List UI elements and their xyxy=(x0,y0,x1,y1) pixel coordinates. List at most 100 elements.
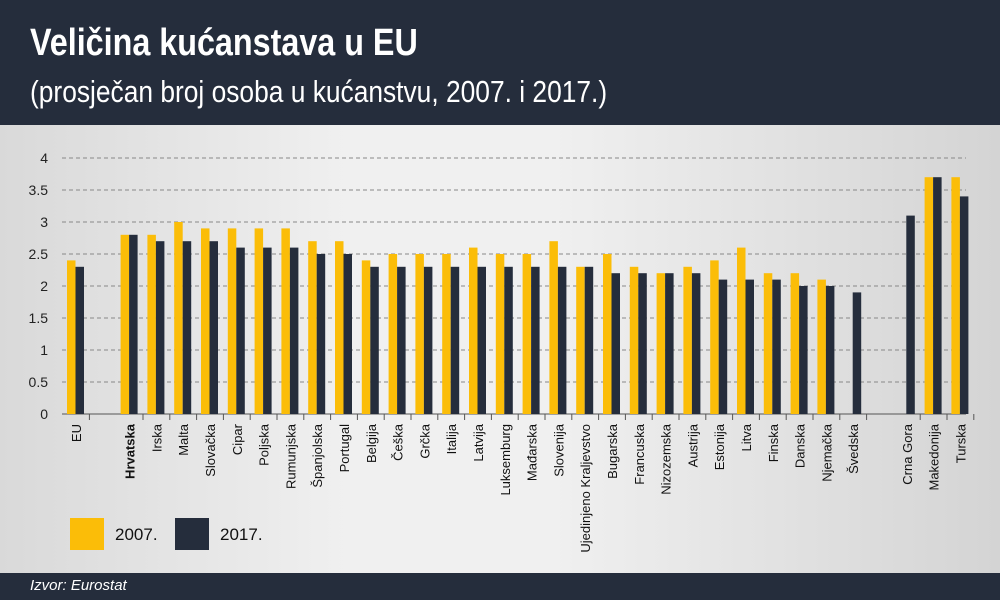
y-tick-label: 3.5 xyxy=(29,182,49,198)
bar-2007-cipar xyxy=(227,228,237,414)
bar-2007-danska xyxy=(790,273,800,414)
x-tick-label: Njemačka xyxy=(819,423,834,482)
x-tick-label: Mađarska xyxy=(525,423,540,481)
bar-2007-malta xyxy=(174,222,183,414)
y-tick-label: 3 xyxy=(40,214,48,230)
x-tick-label: Ujedinjeno Kraljevstvo xyxy=(578,424,593,553)
bar-2007-luksemburg xyxy=(495,254,505,414)
bar-2007-poljska xyxy=(254,228,264,414)
bar-2007-estonija xyxy=(710,260,719,414)
bar-2007-irska xyxy=(147,234,156,414)
y-tick-label: 0 xyxy=(40,406,48,422)
bar-2017-rumunjska xyxy=(289,247,299,414)
x-tick-label: Malta xyxy=(176,423,191,456)
bar-2017-crna-gora xyxy=(906,215,915,414)
legend-label-2017: 2017. xyxy=(220,525,263,544)
x-tick-label: Cipar xyxy=(230,423,245,455)
x-tick-label: Irska xyxy=(149,423,164,452)
page-title: Veličina kućanstava u EU xyxy=(30,22,418,64)
x-tick-label: Estonija xyxy=(712,423,727,470)
y-tick-label: 1.5 xyxy=(29,310,49,326)
bar-2017-bugarska xyxy=(611,273,620,414)
bar-2017-italija xyxy=(450,266,460,414)
bar-2007-slovenija xyxy=(549,241,558,414)
bar-2017-malta xyxy=(182,241,192,414)
bar-2017-eu xyxy=(75,266,84,414)
bar-2017-slovačka xyxy=(209,241,218,414)
bar-2017-belgija xyxy=(370,266,379,414)
x-tick-label: Latvija xyxy=(471,423,486,461)
bar-2017-turska xyxy=(959,196,969,414)
header: Veličina kućanstava u EU (prosječan broj… xyxy=(0,0,1000,125)
bar-2017-mađarska xyxy=(531,266,540,414)
x-tick-label: Grčka xyxy=(417,423,432,458)
bar-2017-ujedinjeno-kraljevstvo xyxy=(584,266,594,414)
bar-2007-litva xyxy=(737,247,746,414)
bar-2017-cipar xyxy=(236,247,245,414)
x-tick-label: Češka xyxy=(391,423,406,461)
bar-2007-makedonija xyxy=(924,177,934,414)
bar-chart: 0 0.5 1 1.5 2 2.5 3 3.5 4 EU Hrvatska Irska Malta Slo… xyxy=(29,150,975,553)
bar-2007-nizozemska xyxy=(656,273,666,414)
bar-2017-danska xyxy=(799,286,808,414)
bar-2007-bugarska xyxy=(603,254,612,414)
y-tick-label: 4 xyxy=(40,150,48,166)
x-tick-label: Italija xyxy=(444,423,459,454)
bar-2017-estonija xyxy=(718,279,728,414)
bar-2007-španjolska xyxy=(308,241,317,414)
x-tick-label: Belgija xyxy=(364,423,379,463)
bar-2007-hrvatska xyxy=(120,234,130,414)
bar-2007-eu xyxy=(67,260,76,414)
x-tick-label: Crna Gora xyxy=(900,423,915,484)
bar-2007-portugal xyxy=(335,241,344,414)
bar-2017-švedska xyxy=(852,292,862,414)
bar-2007-slovačka xyxy=(201,228,210,414)
y-tick-label: 1 xyxy=(40,342,48,358)
x-tick-label: Portugal xyxy=(337,424,352,473)
x-tick-label: Rumunjska xyxy=(283,423,298,489)
legend-swatch-2007 xyxy=(70,518,104,550)
bar-2007-njemačka xyxy=(817,279,826,414)
bar-2017-slovenija xyxy=(557,266,567,414)
x-tick-label: Španjolska xyxy=(310,423,325,487)
x-tick-label: Slovačka xyxy=(203,423,218,477)
bar-2007-grčka xyxy=(415,254,424,414)
x-tick-label: Francuska xyxy=(632,423,647,484)
y-tick-label: 0.5 xyxy=(29,374,49,390)
bar-2007-italija xyxy=(442,254,451,414)
bar-2017-portugal xyxy=(343,254,352,414)
x-tick-label: Danska xyxy=(793,423,808,468)
x-tick-label: Austrija xyxy=(685,423,700,467)
x-tick-label: Bugarska xyxy=(605,423,620,479)
legend-swatch-2017 xyxy=(175,518,209,550)
bar-2007-ujedinjeno-kraljevstvo xyxy=(576,266,585,414)
bar-2007-latvija xyxy=(469,247,478,414)
x-tick-label: Litva xyxy=(739,423,754,451)
bar-2017-irska xyxy=(155,241,165,414)
bar-2007-češka xyxy=(388,254,398,414)
bar-2007-finska xyxy=(763,273,773,414)
x-tick-label: Luksemburg xyxy=(498,424,513,496)
x-tick-label: Nizozemska xyxy=(659,423,674,495)
bar-2017-njemačka xyxy=(825,286,835,414)
bar-2017-grčka xyxy=(423,266,433,414)
bar-2017-austrija xyxy=(691,273,701,414)
bar-2017-litva xyxy=(745,279,754,414)
bar-2017-češka xyxy=(397,266,406,414)
bar-2007-turska xyxy=(951,177,960,414)
bar-2007-francuska xyxy=(629,266,639,414)
bar-2017-francuska xyxy=(638,273,647,414)
x-tick-label: EU xyxy=(69,424,84,442)
page-subtitle: (prosječan broj osoba u kućanstvu, 2007.… xyxy=(30,74,608,109)
legend-label-2007: 2007. xyxy=(115,525,158,544)
bar-2017-finska xyxy=(772,279,781,414)
bar-2017-luksemburg xyxy=(504,266,513,414)
x-tick-label: Finska xyxy=(766,423,781,462)
bar-2017-poljska xyxy=(263,247,272,414)
bar-2017-makedonija xyxy=(933,177,942,414)
x-tick-label: Hrvatska xyxy=(123,423,138,479)
bar-2007-rumunjska xyxy=(281,228,290,414)
bar-2007-mađarska xyxy=(522,254,532,414)
x-tick-label: Slovenija xyxy=(551,423,566,477)
x-tick-label: Makedonija xyxy=(927,423,942,490)
